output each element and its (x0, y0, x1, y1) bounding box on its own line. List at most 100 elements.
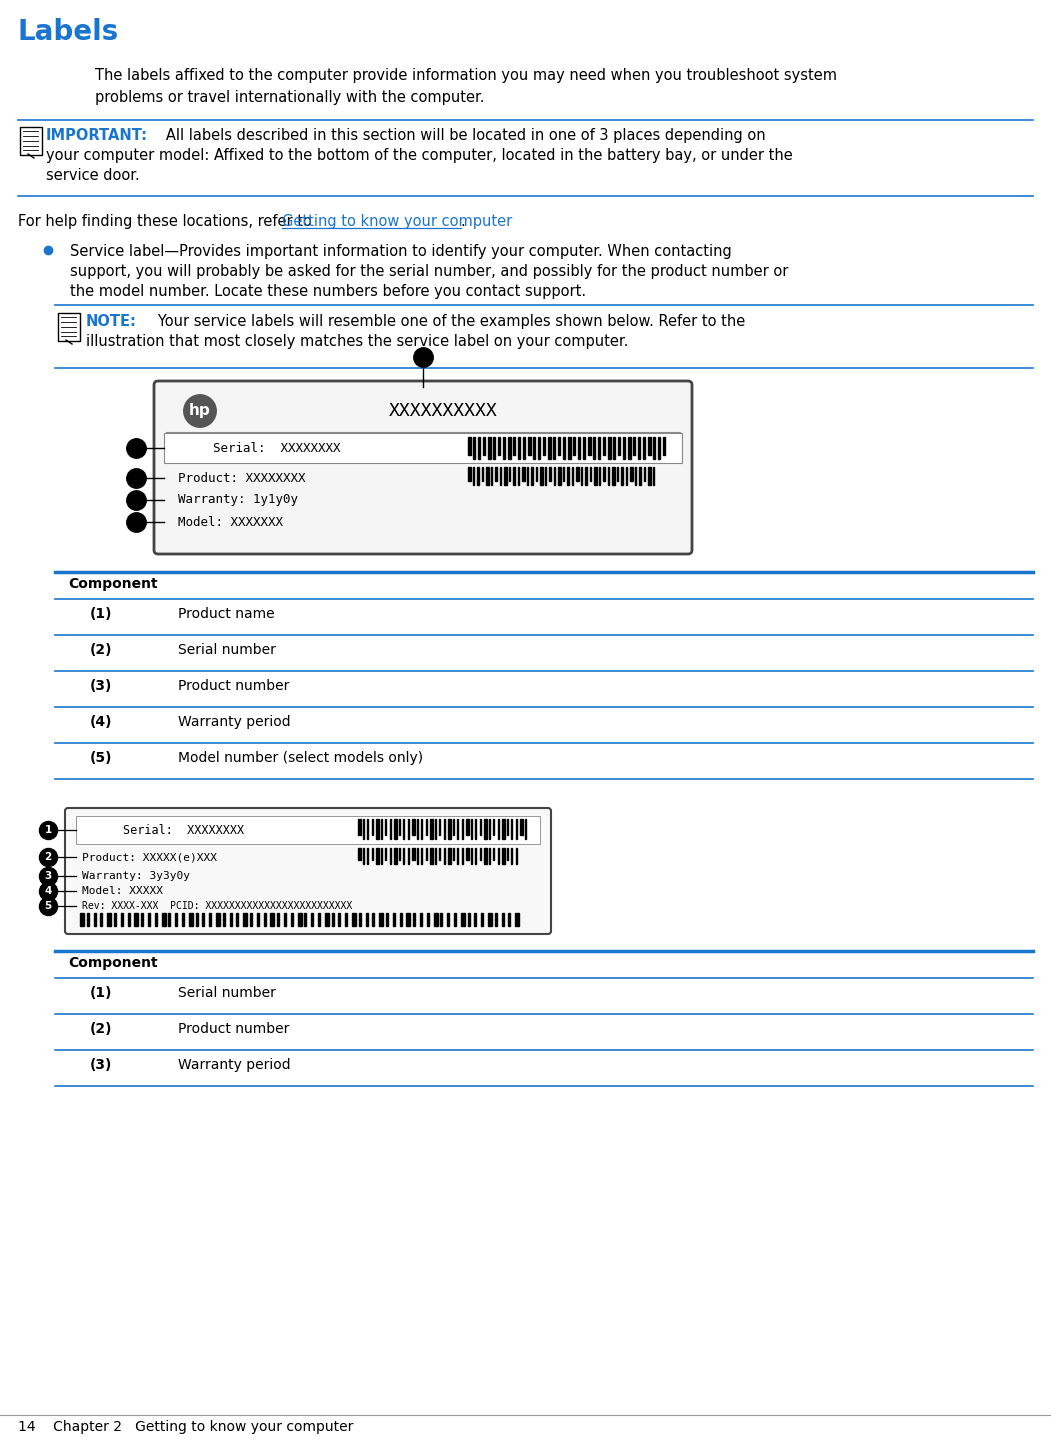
Bar (562, 467, 564, 481)
Bar (483, 436, 485, 455)
Bar (515, 913, 519, 926)
Text: The labels affixed to the computer provide information you may need when you tro: The labels affixed to the computer provi… (95, 68, 837, 82)
Bar (621, 467, 622, 486)
Bar (511, 848, 512, 864)
Bar (478, 436, 479, 460)
Bar (477, 467, 478, 486)
Bar (501, 913, 503, 926)
Bar (528, 436, 531, 455)
Bar (507, 819, 508, 835)
Bar (367, 819, 368, 840)
Text: (3): (3) (90, 1058, 112, 1072)
Bar (427, 913, 429, 926)
Text: Model number (select models only): Model number (select models only) (178, 751, 424, 764)
Bar (630, 467, 633, 481)
Bar (468, 436, 471, 455)
Bar (488, 436, 491, 460)
Bar (486, 467, 489, 486)
Bar (475, 819, 476, 840)
Bar (270, 913, 274, 926)
Bar (398, 848, 399, 860)
Bar (453, 848, 454, 860)
Bar (558, 467, 561, 486)
Bar (607, 467, 609, 486)
Bar (403, 848, 405, 864)
Bar (548, 436, 551, 460)
Bar (412, 819, 414, 835)
Bar (473, 467, 474, 486)
Bar (121, 913, 123, 926)
Bar (416, 848, 417, 864)
Bar (499, 467, 501, 486)
Text: support, you will probably be asked for the serial number, and possibly for the : support, you will probably be asked for … (70, 264, 788, 279)
FancyBboxPatch shape (58, 314, 80, 341)
Text: Warranty: 3y3y0y: Warranty: 3y3y0y (82, 871, 190, 881)
Bar (440, 913, 442, 926)
Text: Warranty period: Warranty period (178, 1058, 291, 1072)
Bar (576, 467, 579, 481)
Bar (243, 913, 247, 926)
Bar (94, 913, 96, 926)
Bar (363, 848, 364, 864)
Bar (513, 436, 515, 455)
Bar (367, 848, 368, 864)
Bar (390, 819, 391, 840)
Bar (420, 913, 423, 926)
Text: 3: 3 (44, 871, 51, 881)
Text: 2: 2 (44, 853, 51, 863)
Bar (385, 848, 386, 860)
Bar (558, 436, 559, 455)
Text: 1: 1 (419, 351, 427, 361)
Text: Warranty period: Warranty period (178, 715, 291, 728)
Bar (366, 913, 368, 926)
Bar (479, 848, 480, 860)
Bar (398, 819, 399, 835)
Bar (426, 819, 427, 835)
Text: For help finding these locations, refer to: For help finding these locations, refer … (18, 214, 316, 228)
Bar (412, 848, 414, 860)
Bar (444, 819, 445, 840)
Bar (250, 913, 252, 926)
Bar (358, 848, 360, 860)
Text: Component: Component (68, 577, 158, 591)
Bar (511, 819, 512, 840)
Bar (590, 467, 591, 481)
Text: Serial number: Serial number (178, 985, 275, 1000)
Bar (493, 848, 494, 860)
Bar (648, 436, 651, 455)
Bar (447, 913, 449, 926)
Bar (386, 913, 388, 926)
Bar (612, 467, 615, 486)
Bar (502, 848, 504, 864)
Bar (101, 913, 102, 926)
Text: Model: XXXXX: Model: XXXXX (82, 886, 163, 896)
Bar (578, 436, 579, 460)
Bar (217, 913, 220, 926)
Bar (638, 436, 639, 460)
Bar (380, 819, 382, 840)
Bar (371, 848, 373, 860)
Bar (162, 913, 166, 926)
Text: Service label—Provides important information to identify your computer. When con: Service label—Provides important informa… (70, 244, 731, 259)
Bar (413, 913, 415, 926)
Bar (318, 913, 320, 926)
Text: 5: 5 (44, 902, 51, 910)
Text: 1: 1 (44, 825, 51, 835)
Text: (2): (2) (90, 1022, 112, 1036)
Bar (628, 436, 631, 460)
Bar (468, 913, 470, 926)
Text: 5: 5 (132, 516, 140, 526)
Bar (448, 848, 451, 864)
Bar (527, 467, 528, 486)
Bar (468, 467, 471, 481)
Text: (3): (3) (90, 679, 112, 694)
Bar (549, 467, 551, 481)
Text: Product: XXXXXXXX: Product: XXXXXXXX (178, 471, 306, 484)
Bar (338, 913, 341, 926)
Bar (439, 819, 440, 835)
Bar (598, 436, 599, 460)
Bar (466, 848, 469, 860)
FancyBboxPatch shape (164, 434, 682, 462)
Bar (488, 913, 492, 926)
Bar (444, 848, 445, 864)
